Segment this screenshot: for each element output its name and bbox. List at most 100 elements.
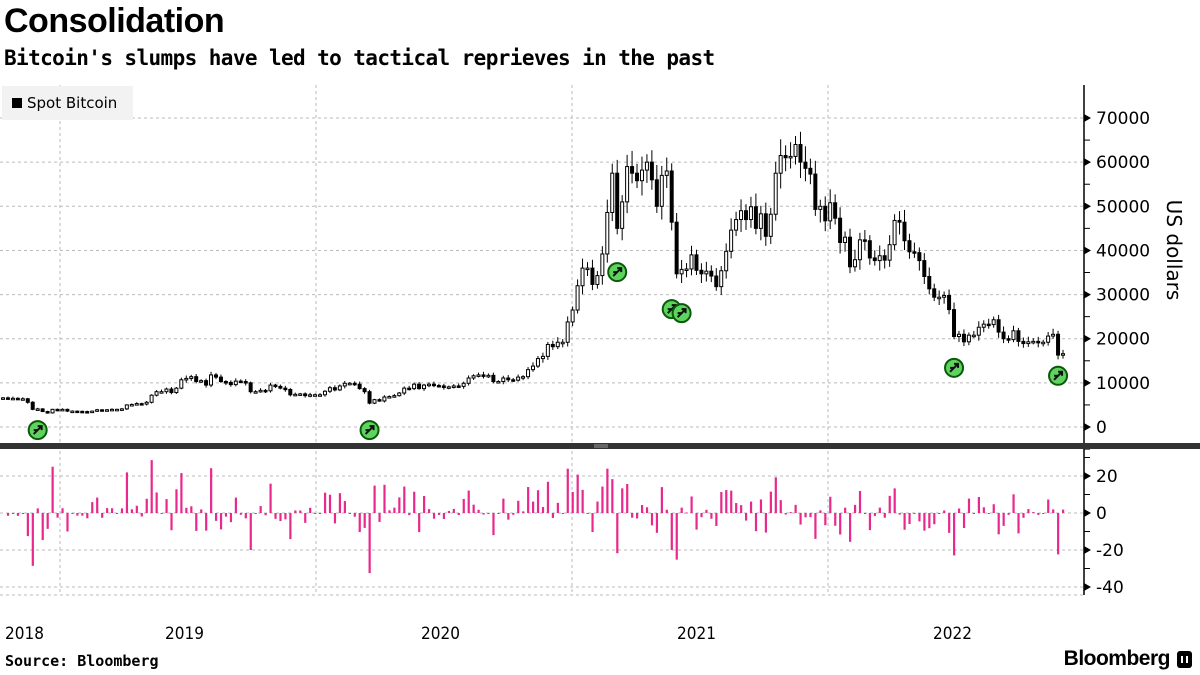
candle-up xyxy=(446,386,451,389)
candle-down xyxy=(100,409,105,412)
pct-change-bar xyxy=(36,508,39,513)
bloomberg-terminal-icon xyxy=(1177,651,1192,668)
candle-down xyxy=(649,161,654,181)
pct-change-bar xyxy=(764,513,768,533)
pct-change-bar xyxy=(898,513,901,515)
pct-change-bar xyxy=(522,511,525,513)
pct-change-bar xyxy=(234,497,238,513)
pct-change-bar xyxy=(1017,513,1020,534)
pct-change-bar xyxy=(858,491,862,513)
pct-change-bar xyxy=(145,498,148,513)
pct-change-bar xyxy=(685,512,688,514)
pct-change-bar xyxy=(200,509,203,513)
candle-down xyxy=(709,270,714,277)
pct-change-bar xyxy=(140,513,143,517)
candle-up xyxy=(976,326,981,336)
pct-change-bar xyxy=(31,513,34,566)
candle-down xyxy=(357,383,362,390)
pct-change-bar xyxy=(155,492,158,513)
candle-up xyxy=(966,334,971,343)
pct-change-bar xyxy=(1062,509,1065,513)
pct-change-bar xyxy=(710,513,713,519)
pct-change-bar xyxy=(571,492,574,513)
pct-change-bar xyxy=(314,513,317,514)
candle-down xyxy=(862,239,867,242)
pct-change-bar xyxy=(160,513,163,514)
pct-change-bar xyxy=(264,513,267,516)
pct-change-bar xyxy=(418,513,421,533)
candle-up xyxy=(620,201,625,229)
pct-change-bar xyxy=(913,513,916,514)
pct-change-bar xyxy=(675,513,678,560)
pct-change-bar xyxy=(115,513,119,514)
pct-change-bar xyxy=(928,513,931,529)
candle-up xyxy=(199,380,204,383)
pct-change-bar xyxy=(343,501,346,513)
pct-change-bar xyxy=(244,513,247,519)
pct-change-bar xyxy=(665,509,668,513)
y-tick-mark xyxy=(1084,509,1091,517)
candle-down xyxy=(431,383,436,387)
pct-change-bar xyxy=(566,468,569,513)
candle-down xyxy=(228,381,233,386)
candle-down xyxy=(436,385,441,388)
pct-change-bar xyxy=(1042,513,1045,514)
pct-change-bar xyxy=(447,510,450,513)
pct-change-bar xyxy=(532,501,535,513)
candle-down xyxy=(996,319,1001,333)
candle-up xyxy=(60,408,65,412)
candle-down xyxy=(803,161,808,169)
candle-up xyxy=(684,268,689,271)
pct-change-bar xyxy=(1007,513,1010,515)
pct-change-bar xyxy=(467,490,470,513)
candle-up xyxy=(1031,340,1036,344)
candle-up xyxy=(1026,341,1031,345)
pct-change-bar xyxy=(977,496,980,513)
pct-change-bar xyxy=(551,513,555,518)
pct-change-bar xyxy=(348,513,351,514)
candle-up xyxy=(704,270,709,275)
legend[interactable]: Spot Bitcoin xyxy=(2,86,133,120)
x-tick-label: 2019 xyxy=(165,624,204,644)
y-tick-mark xyxy=(1084,583,1091,591)
pct-change-bar xyxy=(819,510,822,513)
pct-change-bar xyxy=(408,513,411,516)
candle-up xyxy=(971,334,976,338)
pct-change-bar xyxy=(631,513,634,518)
candle-up xyxy=(318,394,323,397)
candle-down xyxy=(278,385,283,389)
candle-up xyxy=(268,384,273,392)
candle-down xyxy=(823,205,828,222)
candle-up xyxy=(778,155,783,174)
pct-change-bar xyxy=(46,513,49,529)
candle-up xyxy=(298,393,303,396)
candle-up xyxy=(610,172,615,213)
axes: 0 10000 20000 30000 40000 50000 60000 70000 20 0 -… xyxy=(0,85,1200,598)
pct-change-bar xyxy=(165,499,168,513)
candle-down xyxy=(882,255,887,261)
pct-change-bar xyxy=(715,513,718,526)
pct-change-bar xyxy=(804,513,807,518)
candle-down xyxy=(506,377,511,381)
candle-up xyxy=(739,210,744,221)
pct-change-bar xyxy=(482,513,485,515)
pct-change-bar xyxy=(71,513,74,514)
candle-up xyxy=(293,393,298,397)
pct-change-bar xyxy=(76,513,79,516)
candle-down xyxy=(867,240,872,259)
candle-down xyxy=(80,410,85,414)
candle-down xyxy=(283,387,288,391)
candle-down xyxy=(456,385,461,388)
y-tick-label: 70000 xyxy=(1096,109,1150,129)
pct-change-bar xyxy=(853,504,857,513)
pct-change-bar xyxy=(16,513,20,516)
candle-up xyxy=(308,394,313,397)
candle-down xyxy=(238,380,243,384)
pct-change-bar xyxy=(497,513,500,514)
candle-down xyxy=(352,382,357,386)
candle-down xyxy=(1016,330,1021,342)
chart-subtitle: Bitcoin's slumps have led to tactical re… xyxy=(4,46,715,70)
pct-change-bar xyxy=(294,510,297,513)
candle-up xyxy=(1041,341,1046,345)
pct-change-bar xyxy=(11,513,15,514)
